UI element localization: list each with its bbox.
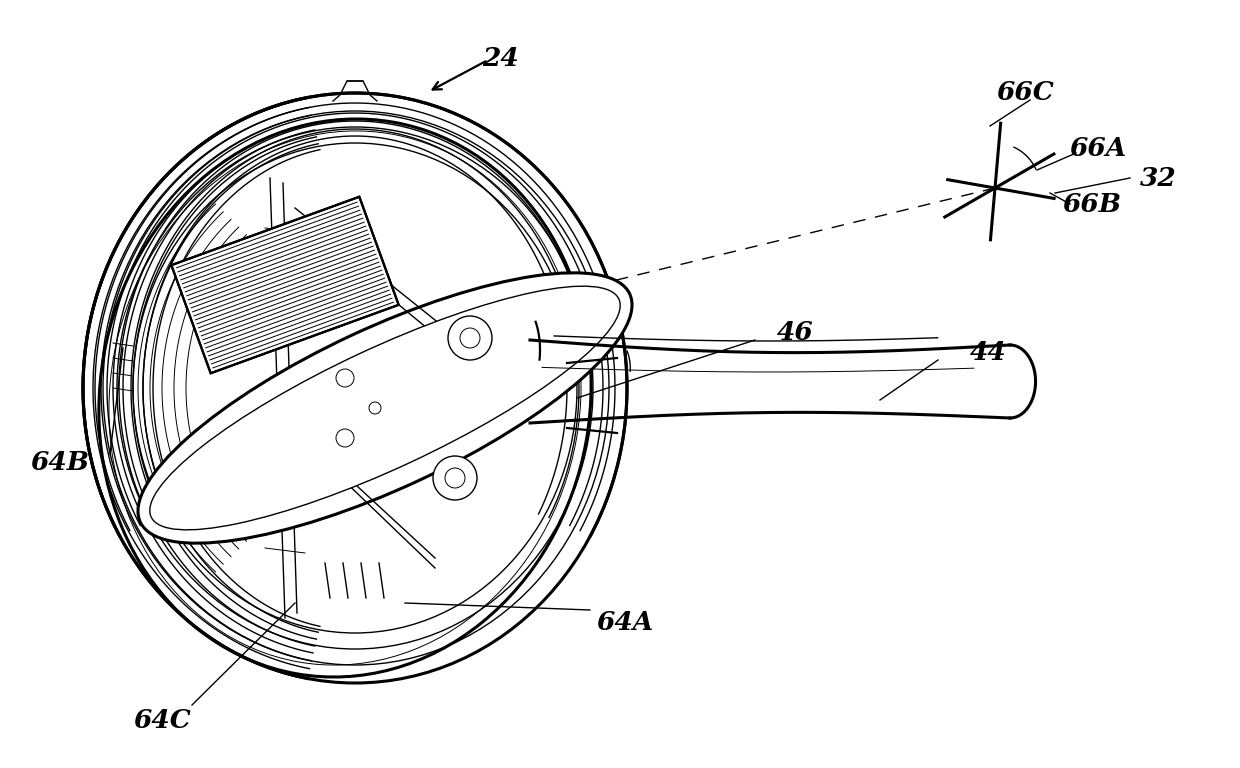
Ellipse shape bbox=[138, 273, 632, 543]
Text: 32: 32 bbox=[1140, 165, 1177, 190]
Ellipse shape bbox=[150, 286, 620, 530]
Text: 66B: 66B bbox=[1063, 191, 1121, 217]
Circle shape bbox=[370, 402, 381, 414]
Text: 44: 44 bbox=[970, 339, 1007, 365]
Circle shape bbox=[433, 456, 477, 500]
Text: 66C: 66C bbox=[996, 80, 1054, 104]
Text: 64A: 64A bbox=[596, 610, 653, 634]
Polygon shape bbox=[171, 197, 398, 373]
Text: 66A: 66A bbox=[1069, 135, 1127, 161]
Text: 24: 24 bbox=[481, 45, 518, 71]
Circle shape bbox=[448, 316, 492, 360]
Circle shape bbox=[336, 429, 353, 447]
Text: 64C: 64C bbox=[133, 707, 191, 733]
Text: 64B: 64B bbox=[31, 449, 89, 475]
Text: 46: 46 bbox=[776, 319, 813, 345]
Circle shape bbox=[336, 369, 353, 387]
